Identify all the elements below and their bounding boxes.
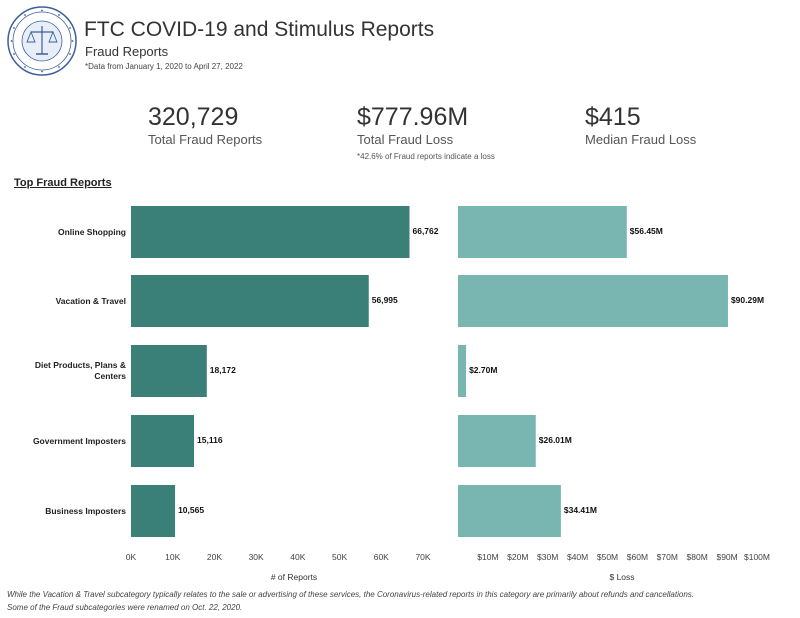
reports-bar[interactable] (131, 345, 207, 397)
kpi-total-loss-label: Total Fraud Loss (357, 132, 454, 147)
loss-bar-value-label: $26.01M (538, 435, 572, 445)
category-label: Government Imposters (32, 435, 126, 446)
reports-axis-tick-label: 10K (165, 552, 181, 562)
reports-bar[interactable] (131, 415, 195, 467)
category-label: Diet Products, Plans & Centers (34, 360, 126, 381)
kpi-total-loss-value: $777.96M (357, 103, 469, 131)
reports-axis-title: # of Reports (270, 572, 318, 582)
page-title: FTC COVID-19 and Stimulus Reports (84, 18, 435, 41)
reports-axis-tick-label: 40K (290, 552, 306, 562)
loss-bar-value-label: $34.41M (563, 505, 597, 515)
reports-axis-tick-label: 70K (415, 552, 431, 562)
loss-bar[interactable] (458, 415, 536, 467)
kpi-median-loss-value: $415 (585, 103, 641, 131)
loss-axis-tick-label: $60M (626, 552, 649, 562)
loss-axis-tick-label: $80M (686, 552, 708, 562)
reports-axis-tick-label: 0K (125, 552, 137, 562)
loss-axis-tick-label: $50M (596, 552, 619, 562)
loss-axis-tick-label: $40M (566, 552, 589, 562)
kpi-total-reports-label: Total Fraud Reports (148, 132, 263, 147)
ftc-seal-logo (7, 6, 77, 76)
reports-bar-value-label: 10,565 (178, 505, 205, 515)
loss-axis-tick-label: $20M (507, 552, 529, 562)
loss-axis-tick-label: $30M (537, 552, 559, 562)
reports-bar[interactable] (131, 206, 410, 258)
reports-axis-tick-label: 30K (248, 552, 264, 562)
category-label: Business Imposters (45, 505, 126, 516)
category-label: Vacation & Travel (55, 295, 126, 306)
loss-axis-tick-label: $70M (656, 552, 678, 562)
kpi-median-loss-label: Median Fraud Loss (585, 132, 697, 147)
reports-bar-value-label: 18,172 (209, 365, 236, 375)
footnote: Some of the Fraud subcategories were ren… (7, 603, 243, 612)
reports-bar-value-label: 15,116 (197, 435, 223, 445)
reports-axis-tick-label: 60K (373, 552, 389, 562)
reports-bar[interactable] (131, 485, 176, 537)
reports-bar[interactable] (131, 275, 369, 327)
footnote: While the Vacation & Travel subcategory … (7, 590, 695, 599)
loss-bar-value-label: $90.29M (730, 295, 765, 305)
loss-bar[interactable] (458, 275, 728, 327)
reports-axis-tick-label: 20K (206, 552, 222, 562)
loss-axis-title: $ Loss (609, 572, 635, 582)
reports-axis-tick-label: 50K (332, 552, 348, 562)
loss-bar[interactable] (458, 485, 561, 537)
loss-axis-tick-label: $90M (716, 552, 738, 562)
loss-axis-tick-label: $10M (477, 552, 499, 562)
date-range-note: *Data from January 1, 2020 to April 27, … (85, 62, 243, 71)
section-title: Top Fraud Reports (14, 177, 112, 189)
kpi-total-reports-value: 320,729 (148, 103, 239, 131)
loss-axis-tick-label: $100M (744, 552, 770, 562)
loss-bar-value-label: $56.45M (629, 226, 663, 236)
reports-bar-value-label: 66,762 (412, 226, 439, 236)
category-label: Online Shopping (58, 226, 126, 237)
page-subtitle: Fraud Reports (85, 44, 169, 59)
loss-bar[interactable] (458, 206, 627, 258)
loss-bar[interactable] (458, 345, 467, 397)
kpi-total-loss-note: *42.6% of Fraud reports indicate a loss (357, 152, 495, 161)
loss-bar-value-label: $2.70M (469, 365, 498, 375)
reports-bar-value-label: 56,995 (371, 295, 398, 305)
